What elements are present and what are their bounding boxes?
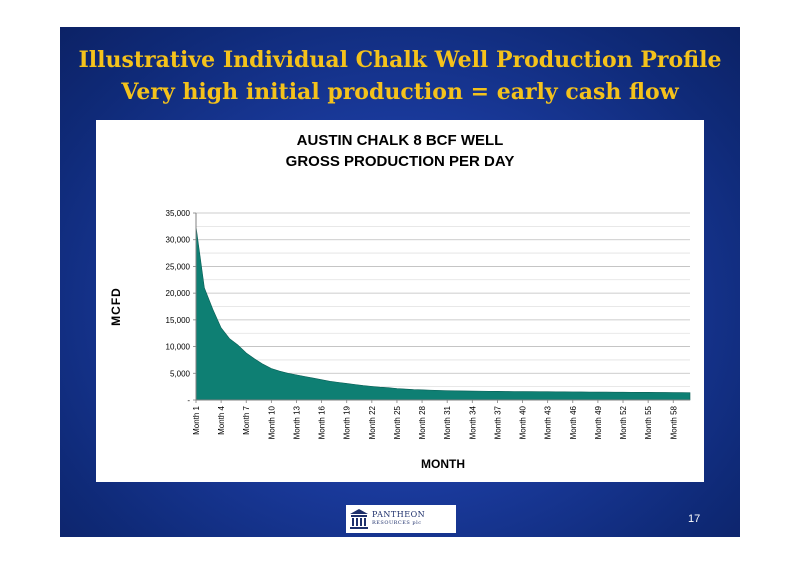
chart-panel: AUSTIN CHALK 8 BCF WELL GROSS PRODUCTION… [96,120,704,482]
y-tick-label: 10,000 [166,343,191,352]
logo-subtext: RESOURCES plc [372,520,422,526]
slide-title: Illustrative Individual Chalk Well Produ… [78,47,722,73]
x-tick-label: Month 1 [192,405,201,434]
y-tick-label: 20,000 [166,289,191,298]
production-area [195,226,691,401]
y-tick-label: 5,000 [170,369,191,378]
logo-text: PANTHEON [372,510,426,519]
slide-subtitle: Very high initial production = early cas… [121,79,679,105]
x-tick-label: Month 10 [267,405,276,439]
x-tick-label: Month 16 [318,405,327,439]
chart-title: AUSTIN CHALK 8 BCF WELL [296,132,504,149]
y-tick-label: 25,000 [166,262,191,271]
x-tick-label: Month 19 [343,405,352,439]
slide: Illustrative Individual Chalk Well Produ… [60,27,740,537]
x-tick-label: Month 25 [393,405,402,439]
x-tick-label: Month 49 [594,405,603,439]
x-tick-label: Month 46 [569,405,578,439]
x-tick-label: Month 28 [418,405,427,439]
x-tick-label: Month 4 [217,405,226,434]
x-axis-title: MONTH [421,457,465,471]
chart-subtitle: GROSS PRODUCTION PER DAY [285,153,515,170]
x-tick-label: Month 31 [443,405,452,439]
pantheon-temple-icon [350,509,368,529]
production-chart: - 5,000 10,000 15,000 20,000 25,000 30,000 35,0… [109,209,691,471]
x-tick-label: Month 43 [544,405,553,439]
x-tick-label: Month 13 [292,405,301,439]
x-tick-label: Month 40 [519,405,528,439]
y-tick-label: 35,000 [166,209,191,218]
x-tick-label: Month 34 [468,405,477,439]
page-number: 17 [688,513,701,525]
x-tick-label: Month 55 [644,405,653,439]
x-tick-label: Month 37 [493,405,502,439]
y-tick-label: 30,000 [166,236,191,245]
y-axis-title: MCFD [109,287,123,326]
x-tick-label: Month 7 [242,405,251,434]
x-tick-label: Month 58 [669,405,678,439]
x-tick-label: Month 52 [619,405,628,439]
y-tick-label: 15,000 [166,316,191,325]
company-logo: PANTHEON RESOURCES plc [346,505,456,533]
y-tick-label: - [187,396,190,405]
x-tick-label: Month 22 [368,405,377,439]
